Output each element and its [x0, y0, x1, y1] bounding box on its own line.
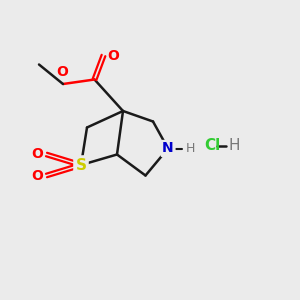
- Text: H: H: [186, 142, 195, 155]
- Text: S: S: [76, 158, 86, 172]
- Text: O: O: [32, 169, 44, 182]
- Text: O: O: [56, 64, 68, 79]
- Text: O: O: [107, 49, 119, 62]
- Text: O: O: [32, 148, 44, 161]
- Text: H: H: [229, 138, 240, 153]
- Text: N: N: [162, 142, 174, 155]
- Text: Cl: Cl: [204, 138, 220, 153]
